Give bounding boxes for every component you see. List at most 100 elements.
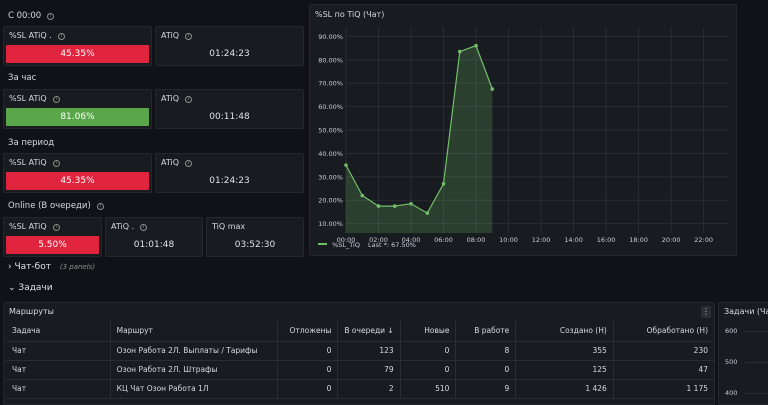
table-cell: 123	[337, 341, 401, 361]
x-tick-label: 04:00	[402, 236, 421, 244]
y-tick-label: 50.00%	[318, 127, 343, 135]
info-icon[interactable]: i	[96, 203, 104, 210]
column-header[interactable]: Маршрут	[109, 321, 278, 342]
info-icon[interactable]: i	[140, 224, 148, 231]
table-cell: 1 426	[515, 379, 614, 399]
data-point	[474, 43, 478, 48]
table-cell: КЦ Чат Озон Работа 1Л	[109, 379, 278, 399]
chevron-down-icon: ⌄	[8, 283, 16, 293]
column-header[interactable]: В очереди ↓	[337, 321, 401, 342]
stat-value: 45.35%	[6, 172, 149, 190]
panel-title: ATiQ i	[161, 94, 193, 103]
panel-title: %SL ATiQ i	[9, 222, 60, 231]
column-header[interactable]: Обработано (H)	[612, 321, 714, 342]
chart-legend[interactable]: %SL_TiQ Last *: 67.50%	[318, 241, 416, 249]
grid-line	[745, 331, 768, 332]
column-header[interactable]: В работе	[455, 321, 516, 342]
legend-swatch	[318, 243, 327, 245]
data-point	[344, 163, 348, 167]
y-tick-label: 500	[725, 358, 738, 366]
right-gutter	[740, 4, 768, 256]
table-header-row: Задача Маршрут Отложены В очереди ↓ Новы…	[6, 321, 714, 342]
table-cell: Чат	[6, 379, 111, 399]
info-icon[interactable]: i	[57, 33, 65, 40]
column-header[interactable]: Задача	[6, 321, 111, 342]
stat-panel-sl-hour[interactable]: %SL ATiQ i 81.06%	[3, 89, 152, 129]
x-tick-label: 20:00	[662, 236, 681, 244]
grid-line	[745, 393, 768, 394]
panel-title: TiQ max	[212, 222, 246, 231]
table-cell: 355	[515, 341, 614, 361]
column-header[interactable]: Создано (H)	[515, 321, 614, 342]
panel-title: Маршруты	[9, 307, 54, 316]
table-cell: Чат	[6, 360, 111, 380]
stat-panel-atiq-hour[interactable]: ATiQ i 00:11:48	[155, 89, 304, 129]
sl-tiq-chart: 10.00% 20.00% 30.00% 40.00% 50.00% 60.00% 70.0…	[318, 27, 728, 244]
stat-panel-atiq-period[interactable]: ATiQ i 01:24:23	[155, 153, 304, 193]
column-header[interactable]: Отложены	[277, 321, 338, 342]
section-note: (3 panels)	[59, 263, 96, 271]
series-line	[345, 44, 493, 214]
table-cell: 8	[455, 341, 516, 361]
info-icon[interactable]: i	[52, 224, 60, 231]
data-point	[409, 201, 413, 206]
y-tick-label: 30.00%	[318, 173, 343, 181]
x-tick-label: 10:00	[499, 236, 518, 244]
stat-value: 00:11:48	[209, 112, 250, 122]
group-title-hour: За час	[8, 73, 37, 83]
tasks-panel[interactable]: Задачи (Чат 600 500 400	[718, 302, 768, 405]
stat-panel-sl-online[interactable]: %SL ATiQ i 5.50%	[3, 217, 102, 257]
data-point	[490, 87, 495, 91]
stat-value: 5.50%	[6, 236, 99, 254]
stat-panel-atiq-since-midnight[interactable]: ATiQ i 01:24:23	[155, 26, 304, 66]
y-tick-label: 60.00%	[318, 103, 343, 111]
section-tasks[interactable]: ⌄ Задачи	[8, 283, 53, 293]
x-tick-label: 22:00	[694, 236, 713, 244]
series-area-fill	[346, 45, 493, 234]
table-cell: 47	[612, 360, 714, 380]
x-tick-label: 08:00	[467, 236, 486, 244]
table-row[interactable]: Чат Озон Работа 2Л. Выплаты / Тарифы 0 1…	[6, 341, 714, 361]
data-point	[360, 193, 365, 198]
info-icon[interactable]: i	[185, 33, 193, 40]
stat-panel-sl-period[interactable]: %SL ATiQ i 45.35%	[3, 153, 152, 193]
stat-panel-sl-since-midnight[interactable]: %SL ATiQ .i 45.35%	[3, 26, 152, 66]
table-cell: 0	[277, 360, 338, 380]
routes-panel[interactable]: Маршруты ⋮ Задача Маршрут Отложены В оче…	[3, 302, 715, 405]
panel-menu-icon[interactable]: ⋮	[701, 306, 711, 318]
column-header[interactable]: Новые	[399, 321, 456, 342]
info-icon[interactable]: i	[185, 160, 193, 167]
table-cell: 125	[515, 360, 614, 380]
info-icon[interactable]: i	[185, 96, 193, 103]
y-tick-label: 90.00%	[318, 33, 343, 41]
sl-tiq-chart-panel[interactable]: %SL по TiQ (Чат) 10.00% 20.00% 30.00% 40.00…	[309, 4, 737, 256]
y-tick-label: 400	[725, 389, 738, 397]
info-icon[interactable]: i	[52, 160, 60, 167]
group-title-text: С 00:00	[8, 11, 42, 21]
table-row[interactable]: Чат КЦ Чат Озон Работа 1Л 0 2 510 9 1 42…	[6, 379, 714, 399]
data-point	[457, 49, 462, 54]
info-icon[interactable]: i	[52, 96, 60, 103]
table-cell: 79	[337, 360, 401, 380]
stat-value: 01:24:23	[209, 176, 250, 186]
panel-title: %SL ATiQ .i	[9, 31, 65, 40]
table-cell: 0	[399, 341, 456, 361]
section-chatbot[interactable]: › Чат-бот (3 panels)	[8, 262, 95, 272]
group-title-period: За период	[8, 138, 55, 148]
y-tick-label: 70.00%	[318, 80, 343, 88]
info-icon[interactable]: i	[47, 13, 55, 20]
panel-title: Задачи (Чат	[724, 307, 768, 316]
stat-panel-atiq-online[interactable]: ATiQ .i 01:01:48	[105, 217, 203, 257]
x-tick-label: 14:00	[564, 236, 583, 244]
table-cell: 0	[399, 360, 456, 380]
data-point	[441, 182, 446, 186]
panel-title: %SL ATiQ i	[9, 158, 60, 167]
data-point	[425, 211, 430, 215]
table-cell: 0	[277, 379, 338, 399]
table-cell: Озон Работа 2Л. Штрафы	[109, 360, 278, 380]
stat-panel-tiq-max[interactable]: TiQ max 03:52:30	[206, 217, 304, 257]
table-row[interactable]: Чат Озон Работа 2Л. Штрафы 0 79 0 0 125 …	[6, 360, 714, 380]
y-tick-label: 600	[725, 327, 738, 335]
section-label: Чат-бот	[14, 262, 51, 272]
legend-series-name: %SL_TiQ	[332, 241, 360, 249]
